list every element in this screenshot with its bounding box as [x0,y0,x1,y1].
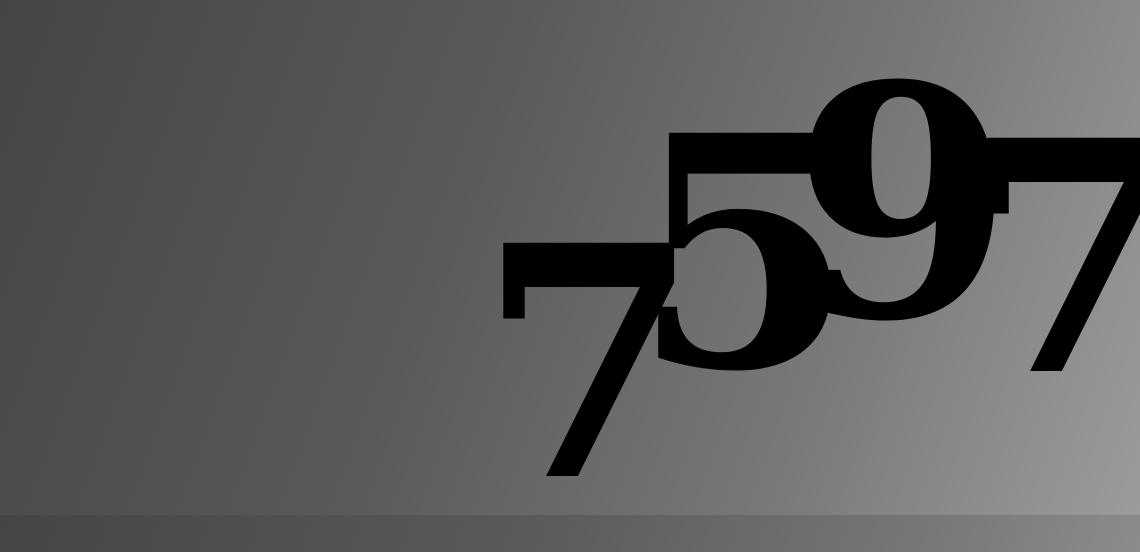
captcha-char-2: 5 [632,67,855,442]
captcha-char-1: 7 [478,177,701,552]
captcha-char-3: 9 [792,17,1015,392]
captcha-image: 7 5 9 7 [478,17,1140,525]
captcha-char-4: 7 [962,72,1140,447]
